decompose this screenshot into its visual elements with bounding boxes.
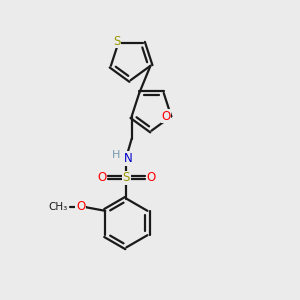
- Text: O: O: [76, 200, 85, 213]
- Text: CH₃: CH₃: [49, 202, 68, 212]
- Text: O: O: [146, 171, 155, 184]
- Text: O: O: [98, 171, 106, 184]
- Text: H: H: [112, 150, 120, 160]
- Text: O: O: [161, 110, 170, 123]
- Text: N: N: [124, 152, 132, 165]
- Text: S: S: [123, 171, 130, 184]
- Text: S: S: [113, 34, 121, 47]
